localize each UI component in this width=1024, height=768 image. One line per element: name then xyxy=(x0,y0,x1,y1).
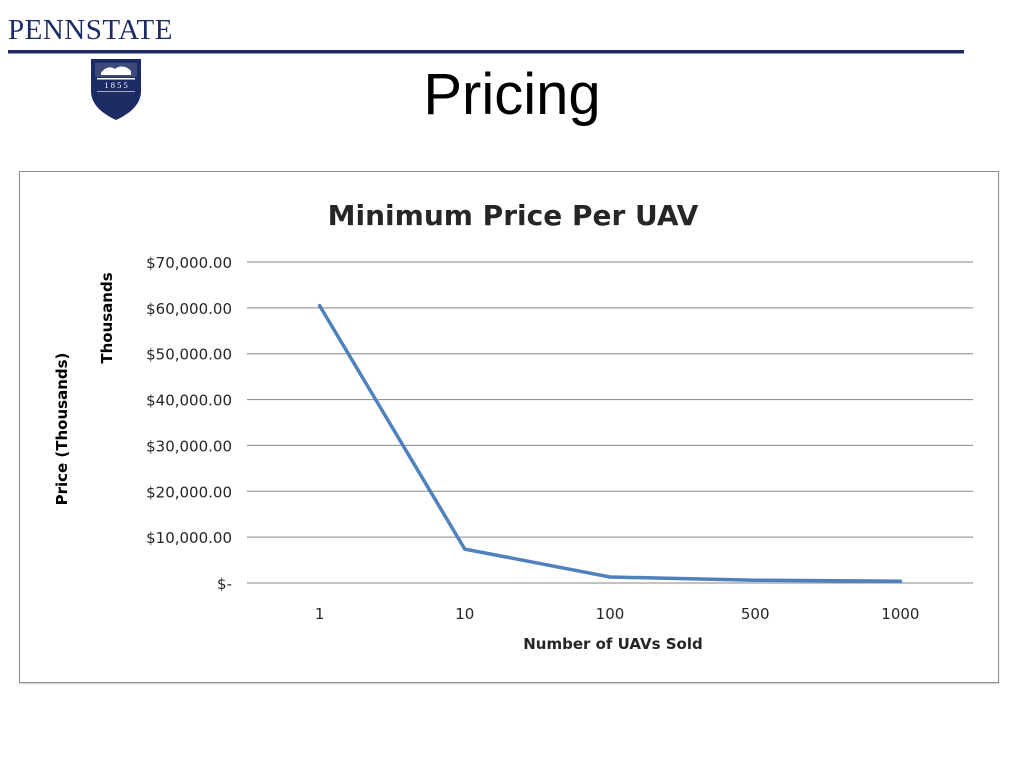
x-tick-label: 500 xyxy=(741,605,770,623)
x-tick-label: 10 xyxy=(455,605,474,623)
data-point xyxy=(753,578,757,582)
y-tick-label: $20,000.00 xyxy=(146,483,232,501)
series-layer xyxy=(317,303,903,583)
y-tick-label: $50,000.00 xyxy=(146,346,232,364)
x-tick-label: 100 xyxy=(596,605,625,623)
data-point xyxy=(463,547,467,551)
seal-year: 1 8 5 5 xyxy=(104,80,127,90)
slide-title: Pricing xyxy=(423,62,601,127)
series-line xyxy=(317,303,903,583)
y-tick-label: $10,000.00 xyxy=(146,529,232,547)
y-tick-label: $- xyxy=(217,575,232,593)
y-tick-label: $70,000.00 xyxy=(146,254,232,272)
x-tick-label: 1000 xyxy=(881,605,919,623)
y-tick-label: $40,000.00 xyxy=(146,392,232,410)
y-tick-labels: $- $10,000.00 $20,000.00 $30,000.00 $40,000.… xyxy=(146,254,232,593)
data-point xyxy=(318,303,322,308)
logo-wordmark: PENNSTATE xyxy=(8,14,173,46)
line-chart: Minimum Price Per UAV $- $10,000.00 $20,00… xyxy=(53,199,973,653)
gridlines xyxy=(247,261,973,584)
y-tick-label: $60,000.00 xyxy=(146,300,232,318)
y-tick-label: $30,000.00 xyxy=(146,437,232,455)
data-point xyxy=(898,579,903,583)
penn-state-shield-icon: 1 8 5 5 xyxy=(91,59,141,120)
chart-title: Minimum Price Per UAV xyxy=(328,199,699,232)
y-axis-title: Price (Thousands) xyxy=(53,353,71,506)
x-axis-title: Number of UAVs Sold xyxy=(523,635,703,653)
penn-state-logo-text: PENNSTATE xyxy=(8,16,173,45)
title-rule xyxy=(8,50,964,53)
chart-container: Minimum Price Per UAV $- $10,000.00 $20,00… xyxy=(19,171,999,683)
title-rule-shadow xyxy=(8,53,964,54)
x-tick-label: 1 xyxy=(315,605,325,623)
x-tick-labels: 1 10 100 500 1000 xyxy=(315,605,920,623)
data-point xyxy=(608,575,612,579)
display-units-label: Thousands xyxy=(98,272,116,363)
